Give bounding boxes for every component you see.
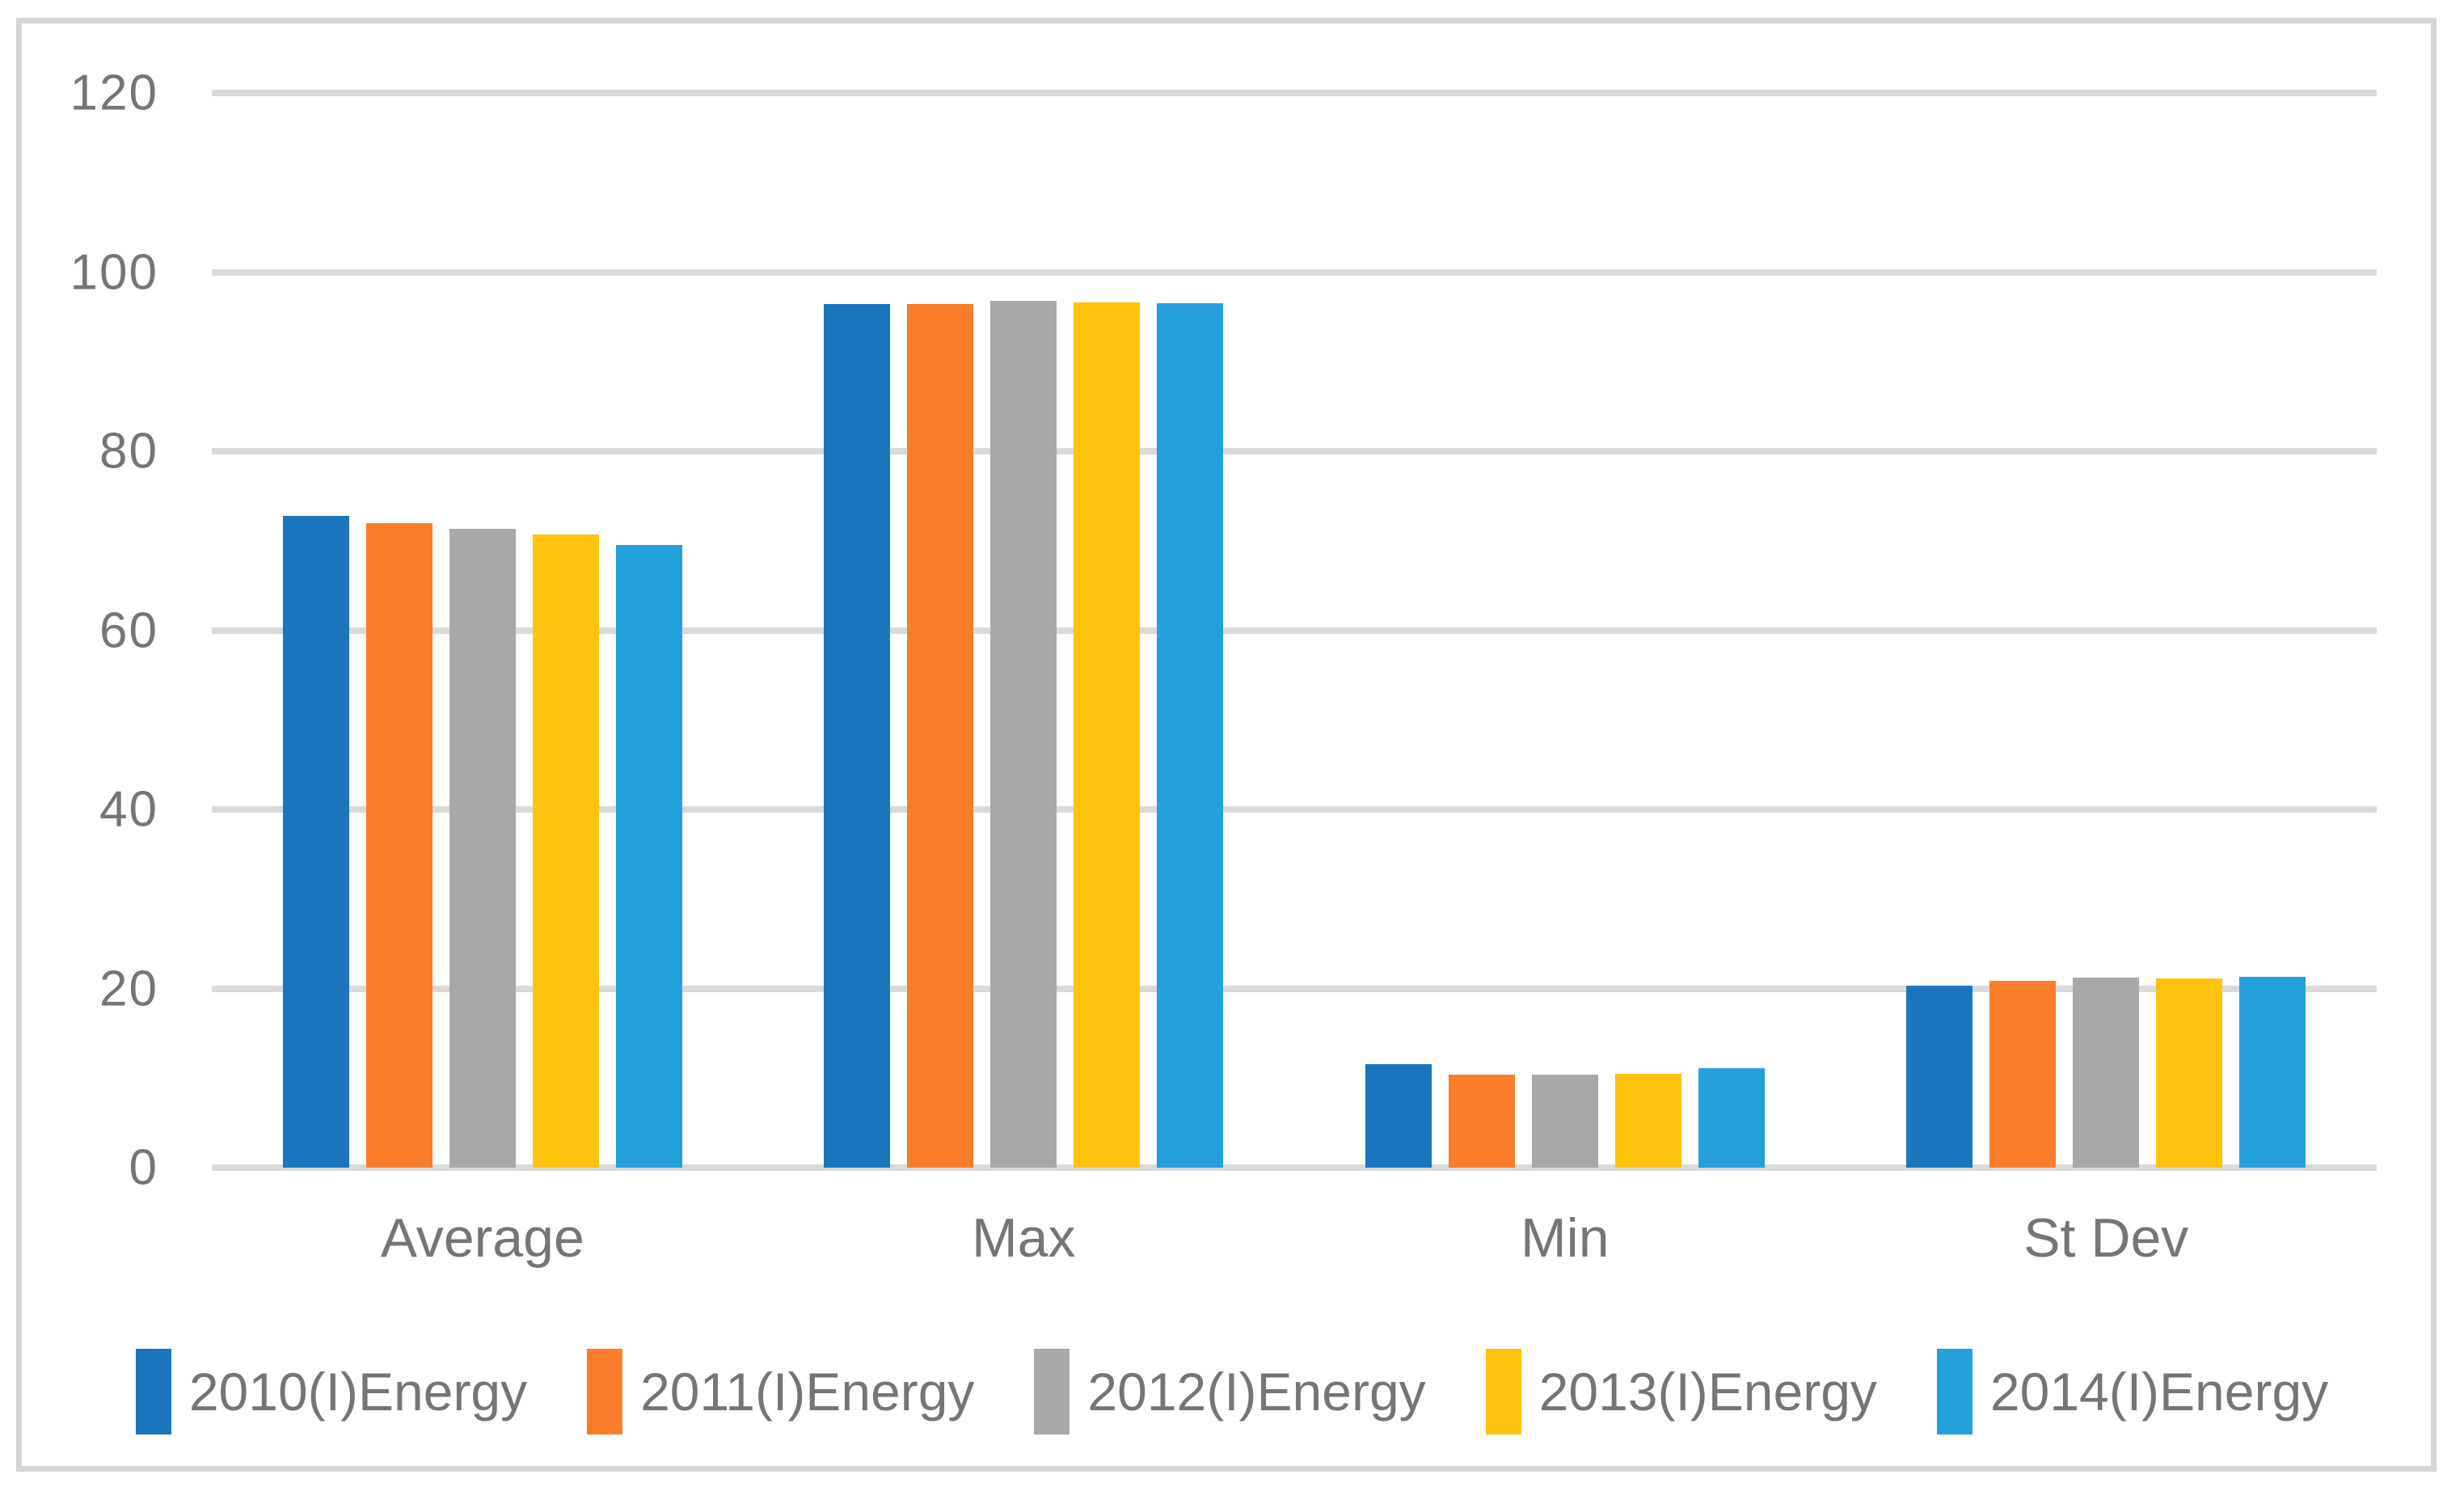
- bar-2011-i-energy-average: [365, 522, 432, 1168]
- plot-area: [212, 90, 2377, 1171]
- bar-group-min: [1294, 93, 1836, 1168]
- bar-2012-i-energy-st-dev: [2073, 978, 2140, 1168]
- bar-2010-i-energy-max: [824, 304, 891, 1168]
- legend-swatch-2011-i-energy: [587, 1349, 623, 1435]
- legend-item-2011-i-energy: 2011(I)Energy: [587, 1349, 974, 1435]
- y-tick-label-80: 80: [99, 423, 158, 480]
- bar-2013-i-energy-st-dev: [2156, 978, 2223, 1168]
- legend-label-2010-i-energy: 2010(I)Energy: [188, 1362, 528, 1422]
- x-axis-labels: Average Max Min St Dev: [212, 1206, 2377, 1270]
- y-tick-label-0: 0: [129, 1139, 158, 1196]
- bar-2011-i-energy-max: [907, 304, 974, 1168]
- x-axis-label-max: Max: [972, 1207, 1076, 1269]
- bar-2013-i-energy-min: [1614, 1073, 1681, 1168]
- legend-label-2011-i-energy: 2011(I)Energy: [640, 1362, 975, 1422]
- bar-2011-i-energy-min: [1448, 1074, 1515, 1168]
- bar-2012-i-energy-average: [449, 529, 516, 1168]
- bar-2010-i-energy-st-dev: [1906, 986, 1973, 1168]
- bar-2014-i-energy-max: [1157, 303, 1224, 1168]
- bar-2010-i-energy-average: [282, 515, 349, 1168]
- gridline-80: [212, 448, 2377, 454]
- bar-groups: [212, 93, 2377, 1168]
- bar-2013-i-energy-average: [532, 535, 599, 1168]
- bar-2014-i-energy-average: [615, 545, 682, 1168]
- legend-swatch-2014-i-energy: [1936, 1349, 1972, 1435]
- bar-2010-i-energy-min: [1365, 1063, 1432, 1168]
- x-axis-label-average: Average: [380, 1207, 584, 1269]
- x-axis-label-st-dev: St Dev: [2023, 1207, 2189, 1269]
- chart-outer-border: [16, 18, 2437, 1472]
- bar-2014-i-energy-st-dev: [2239, 977, 2306, 1168]
- gridline-100: [212, 268, 2377, 276]
- bar-group-max: [753, 93, 1295, 1168]
- legend-item-2012-i-energy: 2012(I)Energy: [1034, 1349, 1426, 1435]
- bar-group-average: [212, 93, 753, 1168]
- x-axis-label-min: Min: [1520, 1207, 1610, 1269]
- legend: 2010(I)Energy 2011(I)Energy 2012(I)Energy 2…: [32, 1349, 2432, 1435]
- gridline-60: [212, 627, 2377, 634]
- gridline-40: [212, 806, 2377, 813]
- legend-item-2014-i-energy: 2014(I)Energy: [1936, 1349, 2329, 1435]
- legend-item-2013-i-energy: 2013(I)Energy: [1485, 1349, 1877, 1435]
- bar-2012-i-energy-min: [1531, 1074, 1598, 1168]
- legend-label-2014-i-energy: 2014(I)Energy: [1989, 1362, 2329, 1422]
- legend-swatch-2010-i-energy: [135, 1349, 171, 1435]
- y-tick-label-20: 20: [99, 961, 158, 1016]
- legend-swatch-2012-i-energy: [1034, 1349, 1070, 1435]
- legend-label-2013-i-energy: 2013(I)Energy: [1538, 1362, 1877, 1422]
- y-tick-label-120: 120: [70, 65, 158, 121]
- bar-2013-i-energy-max: [1074, 302, 1141, 1168]
- y-tick-label-60: 60: [99, 602, 158, 658]
- bar-2012-i-energy-max: [990, 300, 1057, 1168]
- gridline-0: [212, 1164, 2377, 1171]
- gridline-120: [212, 90, 2377, 96]
- y-tick-label-100: 100: [70, 244, 158, 300]
- y-axis: 0 20 40 60 80 100 120: [0, 65, 158, 1196]
- bar-2011-i-energy-st-dev: [1989, 980, 2057, 1168]
- legend-label-2012-i-energy: 2012(I)Energy: [1087, 1362, 1426, 1422]
- bar-2014-i-energy-min: [1698, 1068, 1765, 1168]
- y-tick-label-40: 40: [99, 781, 158, 838]
- legend-item-2010-i-energy: 2010(I)Energy: [135, 1349, 528, 1435]
- bar-group-st-dev: [1836, 93, 2378, 1168]
- legend-swatch-2013-i-energy: [1485, 1349, 1521, 1435]
- gridline-20: [212, 985, 2377, 992]
